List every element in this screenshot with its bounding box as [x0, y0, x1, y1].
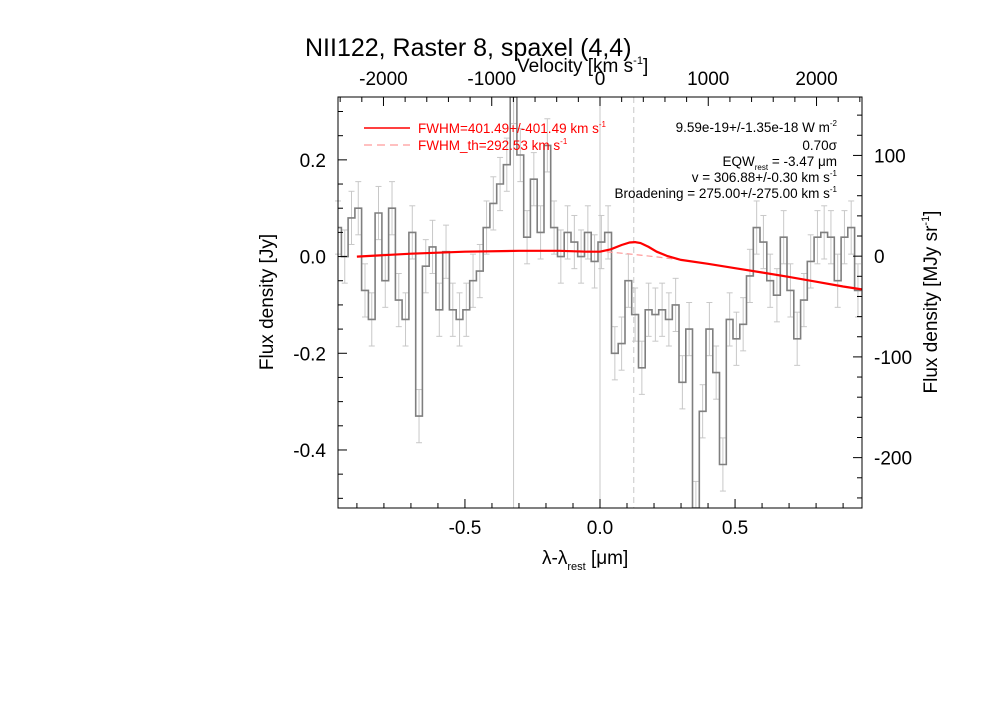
sigma-annotation: 0.70σ: [802, 138, 837, 153]
legend: FWHM=401.49+/-401.49 km s-1 FWHM_th=292.…: [364, 120, 606, 153]
chart-title: NII122, Raster 8, spaxel (4,4): [305, 34, 632, 62]
legend-entry-fit: FWHM=401.49+/-401.49 km s-1: [418, 120, 606, 136]
legend-entry-th-sup: -1: [560, 137, 568, 146]
flux-annotation-main: 9.59e-19+/-1.35e-18 W m: [676, 120, 830, 135]
legend-entry-fit-main: FWHM=401.49+/-401.49 km s: [418, 121, 599, 136]
y2-axis-label: Flux density [MJy sr-1]: [920, 211, 942, 394]
plot-area: -0.5 0.0 0.5-2000 -1000 0 1000 20000.20.0-0.2-…: [293, 69, 912, 539]
y2-tick-label: 0: [874, 247, 885, 268]
top-tick-label: -1000: [467, 69, 516, 90]
flux-annotation-sup: -2: [830, 119, 838, 128]
eqw-annotation-end: = -3.47 μm: [768, 154, 837, 169]
legend-entry-th-main: FWHM_th=292.53 km s: [418, 138, 560, 153]
x-axis-label-main: λ-λ: [542, 548, 568, 569]
y-tick-label: -0.4: [293, 441, 326, 462]
broadening-annotation-sup: -1: [830, 185, 838, 194]
broadening-annotation-main: Broadening = 275.00+/-275.00 km s: [614, 186, 830, 201]
velocity-annotation: v = 306.88+/-0.30 km s-1: [692, 169, 838, 185]
y2-tick-label: -200: [874, 449, 912, 470]
x-axis-label-unit: [μm]: [586, 548, 629, 569]
y-tick-label: 0.2: [300, 151, 326, 172]
top-tick-label: 1000: [687, 69, 729, 90]
x-tick-label: 0.5: [722, 518, 748, 539]
top-tick-label: 0: [595, 69, 606, 90]
velocity-annotation-main: v = 306.88+/-0.30 km s: [692, 170, 830, 185]
flux-annotation: 9.59e-19+/-1.35e-18 W m-2: [676, 119, 838, 135]
y-tick-label: 0.0: [300, 248, 326, 269]
x-tick-label: 0.0: [587, 518, 613, 539]
y2-axis-label-main: Flux density [MJy sr: [921, 225, 942, 394]
legend-entry-th: FWHM_th=292.53 km s-1: [418, 137, 568, 153]
eqw-annotation: EQWrest = -3.47 μm: [722, 154, 837, 172]
fit-series: [356, 240, 862, 291]
fit-annotations: 9.59e-19+/-1.35e-18 W m-2 0.70σ EQWrest …: [614, 119, 837, 201]
x-axis-label-sub: rest: [567, 561, 585, 573]
y-tick-label: -0.2: [293, 344, 326, 365]
velocity-annotation-sup: -1: [830, 169, 838, 178]
top-axis-label-main: Velocity [km s: [517, 56, 633, 77]
y2-tick-label: 100: [874, 146, 906, 167]
broadening-annotation: Broadening = 275.00+/-275.00 km s-1: [614, 185, 837, 201]
eqw-annotation-main: EQW: [722, 154, 755, 169]
y2-axis-label-end: ]: [921, 211, 942, 216]
eqw-annotation-sub: rest: [755, 163, 769, 172]
y2-tick-label: -100: [874, 348, 912, 369]
x-axis-label: λ-λrest [μm]: [542, 548, 628, 573]
top-axis-label-sup: -1: [633, 55, 643, 67]
top-tick-label: -2000: [359, 69, 408, 90]
x-tick-label: -0.5: [449, 518, 482, 539]
top-axis-label-end: ]: [643, 56, 648, 77]
y-axis-label: Flux density [Jy]: [257, 234, 278, 370]
top-axis-label: Velocity [km s-1]: [517, 55, 648, 77]
legend-entry-fit-sup: -1: [599, 120, 607, 129]
y2-axis-label-sup: -1: [920, 216, 932, 226]
top-tick-label: 2000: [795, 69, 837, 90]
